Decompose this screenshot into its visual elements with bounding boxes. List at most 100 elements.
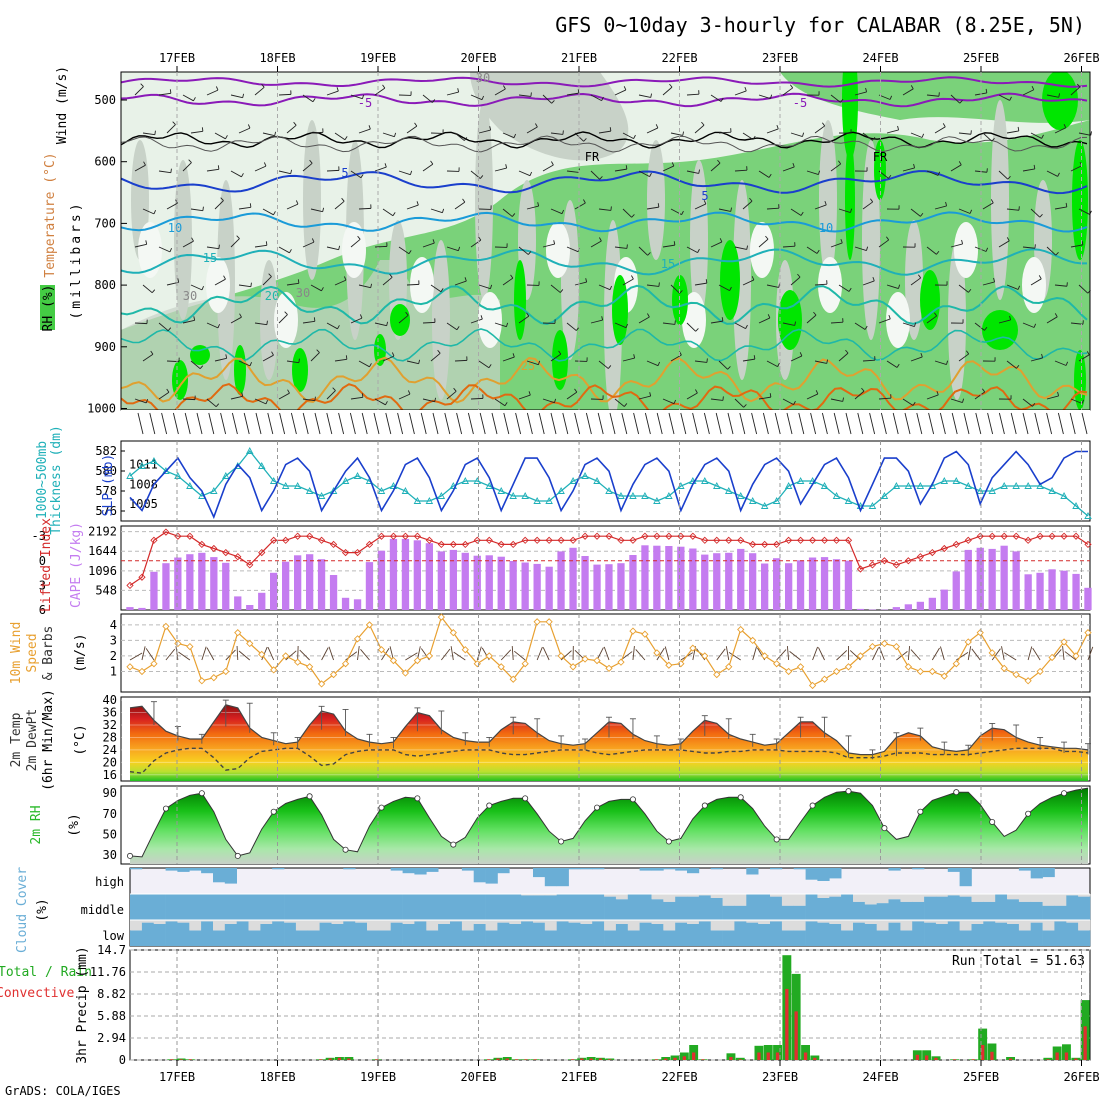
wind-barb-flag (698, 169, 701, 174)
cloud-low-gap (378, 920, 392, 931)
cloud-middle-gap (935, 894, 949, 897)
wind-barb-flag (840, 98, 844, 103)
wind-speed-point (820, 675, 829, 683)
wind-barb-flag (623, 86, 627, 91)
precip-convective-bar (785, 988, 789, 1060)
wind-barb-shaft (766, 128, 779, 134)
cloud-middle-bar (710, 897, 723, 920)
cloud-middle-bar (1030, 901, 1043, 920)
wind-barb-flag (479, 175, 484, 179)
li-point (737, 536, 745, 544)
thickness-point (473, 477, 482, 484)
wind-barb-flag (505, 322, 509, 327)
wind-barb-flag (1063, 123, 1067, 128)
wind-barb-flag (673, 399, 677, 404)
surface-barb (408, 412, 415, 435)
wind-barb-shaft (454, 359, 468, 362)
wind-barb-flag (274, 131, 277, 136)
cloud-low-bar (509, 923, 522, 946)
cloud-low-gap (485, 920, 498, 931)
wind-barb-shaft (694, 360, 707, 363)
wind-barb-shaft (190, 284, 203, 291)
wind-barb (812, 646, 819, 661)
cape-tick-label: 1096 (88, 564, 117, 578)
wind-speed-point (569, 663, 577, 671)
wind-barb (635, 649, 646, 661)
wind-barb-shaft (710, 398, 723, 401)
date-label-bottom: 26FEB (1063, 1070, 1099, 1084)
wind-barb-shaft (406, 204, 419, 210)
wind-barb-flag (464, 277, 467, 282)
cloud-middle-gap (734, 894, 747, 906)
wind-barb-shaft (430, 284, 442, 293)
date-label-bottom: 19FEB (360, 1070, 396, 1084)
wind-barb-shaft (470, 318, 483, 324)
credit-text: GrADS: COLA/IGES (5, 1084, 121, 1098)
wind-barb-shaft (494, 167, 507, 172)
cloud-low-bar (201, 921, 214, 946)
cloud-low-gap (402, 920, 415, 924)
surface-barb (869, 412, 876, 435)
wind-barb-shaft (182, 319, 195, 324)
thickness-point (748, 497, 757, 504)
wind-barb-shaft (1030, 132, 1042, 139)
wind-barb (511, 646, 514, 661)
cloud-low-gap (260, 920, 273, 924)
wind-barb-flag (480, 315, 483, 320)
wind-barb-flag (826, 359, 829, 364)
cloud-middle-bar (687, 896, 700, 920)
wind-barb (238, 650, 251, 661)
wind-barb (145, 648, 155, 661)
wind-barb-shaft (694, 124, 705, 134)
cloud-middle-gap (983, 894, 996, 902)
cloud-middle-bar (378, 894, 392, 920)
cloud-middle-bar (556, 894, 569, 920)
wind-barb-shaft (598, 130, 611, 134)
wind-barb (357, 646, 360, 661)
cloud-low-gap (390, 920, 403, 923)
cloud-low-bar (1007, 923, 1020, 946)
wind-barb-shaft (614, 246, 627, 249)
wind-barb-shaft (1054, 284, 1067, 287)
cloud-high-bar (1042, 868, 1055, 878)
wind-barb-flag (765, 235, 769, 240)
wind-barb-flag (359, 314, 363, 319)
cloud-low-bar (947, 921, 960, 946)
cape-bar (557, 551, 565, 610)
li-point (1000, 532, 1008, 540)
wind-barb-flag (145, 398, 149, 404)
wind-speed-point (725, 663, 733, 671)
wind-barb-shaft (238, 360, 251, 367)
thickness-point (904, 482, 913, 489)
wind-barb (542, 647, 550, 661)
surface-barb (1081, 412, 1088, 435)
wind-barb-shaft (926, 94, 939, 97)
cloud-high-bar (770, 868, 783, 870)
wind-speed-point (916, 667, 924, 676)
wind-barb (360, 648, 370, 661)
wind-barb-shaft (886, 360, 898, 368)
cloud-low-gap (615, 920, 629, 924)
cloud-middle-bar (592, 894, 605, 920)
wind-barb-shaft (398, 170, 411, 176)
precip-convective-bar (1008, 1058, 1013, 1060)
wind-barb-flag (631, 214, 635, 218)
wind-barb-shaft (806, 393, 819, 400)
rh-grey-streak (303, 120, 321, 280)
wind-barb-shaft (206, 322, 219, 329)
wind-barb-shaft (470, 94, 483, 101)
date-label-bottom: 25FEB (963, 1070, 999, 1084)
cloud-low-gap (829, 920, 842, 924)
wind-speed-point (1084, 629, 1092, 637)
wind-barb-flag (936, 390, 939, 396)
wind-speed-point (305, 663, 314, 671)
wind-barb-flag (1058, 93, 1060, 98)
cloud-middle-bar (805, 894, 818, 920)
wind-barb-flag (344, 136, 348, 140)
wind-barb-shaft (406, 360, 419, 365)
isotherm-line (121, 356, 1088, 404)
rh-point (414, 795, 421, 802)
precip-total-bar (1062, 1044, 1071, 1060)
